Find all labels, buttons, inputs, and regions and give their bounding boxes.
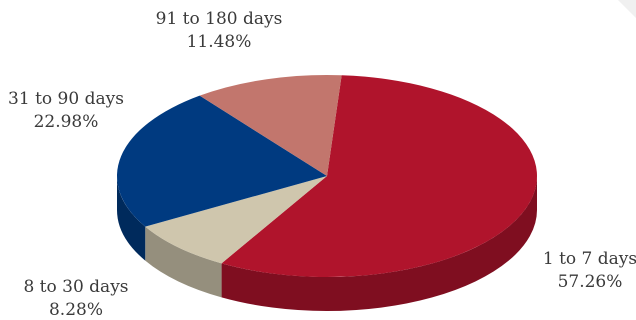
slice-label-name: 91 to 180 days [156, 9, 283, 29]
slice-labels: 1 to 7 days 57.26% 8 to 30 days 8.28% 31… [8, 9, 636, 320]
slice-label-name: 1 to 7 days [543, 249, 636, 269]
pie-slice-91-to-180-days [199, 75, 342, 176]
slice-label-percent: 57.26% [558, 272, 623, 292]
slice-label-name: 8 to 30 days [23, 277, 128, 297]
slice-label-percent: 8.28% [49, 300, 103, 320]
pie-tops [117, 75, 538, 278]
page-corner-fold [618, 0, 636, 18]
pie-slice-1-to-7-days [221, 75, 538, 278]
slice-label-name: 31 to 90 days [8, 89, 124, 109]
pie-side-31-to-90-days [117, 176, 146, 261]
slice-label-percent: 22.98% [34, 112, 99, 132]
slice-label-8-to-30-days: 8 to 30 days 8.28% [23, 277, 128, 320]
pie-side-1-to-7-days [221, 176, 538, 311]
slice-label-1-to-7-days: 1 to 7 days 57.26% [543, 249, 636, 292]
pie-slice-8-to-30-days [145, 176, 327, 264]
pie-slice-31-to-90-days [117, 95, 327, 227]
slice-label-percent: 11.48% [187, 32, 252, 52]
pie-side-8-to-30-days [145, 226, 222, 298]
slice-label-91-to-180-days: 91 to 180 days 11.48% [156, 9, 283, 52]
pie-sides [117, 176, 538, 311]
slice-label-31-to-90-days: 31 to 90 days 22.98% [8, 89, 124, 132]
